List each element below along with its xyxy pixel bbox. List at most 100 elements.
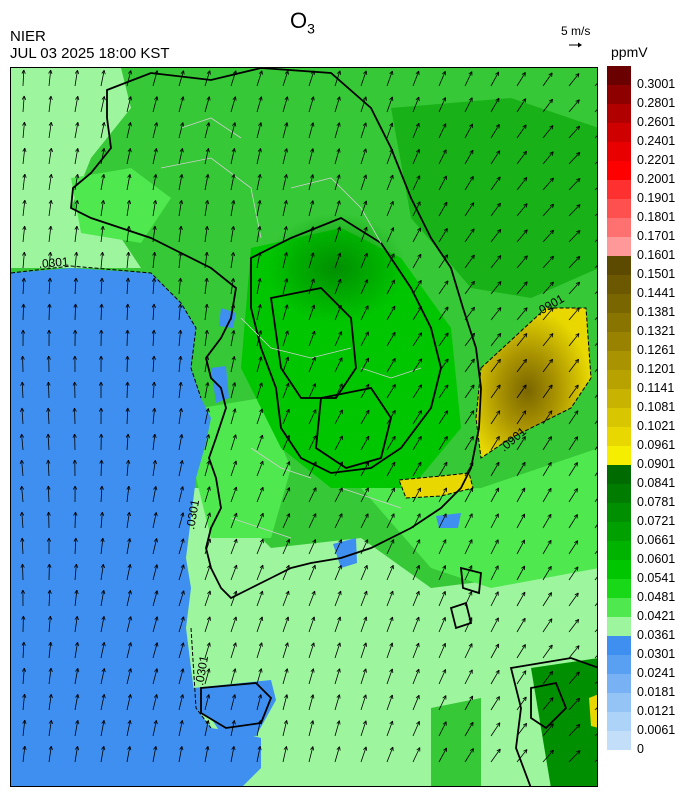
wind-arrowhead — [100, 563, 105, 569]
wind-arrow — [386, 201, 394, 217]
wind-arrowhead — [469, 436, 474, 441]
wind-arrow — [126, 746, 131, 763]
wind-arrowhead — [576, 204, 581, 209]
wind-arrowhead — [443, 175, 447, 180]
wind-arrow — [464, 410, 475, 425]
wind-arrow — [438, 721, 447, 737]
wind-arrowhead — [574, 540, 579, 545]
wind-arrowhead — [310, 70, 315, 75]
wind-arrowhead — [521, 436, 526, 441]
wind-arrowhead — [206, 486, 211, 491]
wind-arrow — [204, 408, 209, 425]
wind-arrow — [256, 122, 262, 139]
wind-arrow — [178, 226, 182, 243]
wind-arrowhead — [496, 384, 501, 389]
wind-arrow — [568, 333, 580, 347]
wind-arrow — [282, 720, 288, 737]
wind-arrowhead — [575, 99, 580, 104]
wind-arrow — [568, 204, 581, 217]
wind-arrowhead — [21, 277, 26, 282]
wind-arrow — [386, 384, 396, 399]
colorbar-swatch — [607, 218, 631, 237]
wind-arrowhead — [522, 696, 527, 701]
wind-arrowhead — [153, 538, 158, 543]
wind-arrow — [256, 382, 263, 399]
wind-arrowhead — [180, 538, 185, 543]
wind-arrow — [542, 98, 553, 113]
wind-arrow — [74, 720, 79, 737]
wind-arrowhead — [72, 407, 77, 412]
wind-arrowhead — [206, 460, 211, 465]
wind-arrow — [516, 487, 526, 503]
wind-arrow — [256, 252, 261, 269]
wind-arrow — [360, 409, 370, 425]
wind-arrowhead — [22, 121, 27, 126]
wind-arrowhead — [284, 668, 289, 673]
wind-arrow — [464, 358, 475, 373]
wind-arrow — [74, 122, 79, 139]
wind-arrowhead — [126, 199, 132, 205]
wind-arrowhead — [151, 277, 157, 282]
wind-arrowhead — [204, 277, 209, 283]
wind-arrowhead — [178, 251, 183, 257]
wind-arrowhead — [257, 746, 262, 751]
wind-arrowhead — [495, 461, 500, 467]
wind-arrowhead — [178, 303, 183, 308]
wind-arrowhead — [101, 720, 106, 725]
wind-arrowhead — [101, 96, 106, 101]
wind-arrow — [178, 746, 183, 763]
wind-arrow — [594, 394, 597, 399]
wind-arrow — [152, 122, 158, 139]
wind-arrow — [568, 750, 581, 763]
wind-arrow — [204, 642, 211, 659]
wind-arrowhead — [415, 96, 420, 102]
wind-arrowhead — [312, 409, 317, 414]
wind-arrowhead — [442, 590, 446, 596]
wind-arrowhead — [495, 696, 500, 701]
wind-arrowhead — [232, 408, 237, 413]
wind-arrow — [100, 96, 105, 113]
wind-arrowhead — [127, 174, 132, 179]
wind-arrowhead — [73, 537, 78, 542]
wind-arrow — [516, 644, 526, 659]
wind-arrowhead — [74, 589, 79, 595]
wind-arrow — [308, 278, 315, 295]
wind-arrowhead — [574, 436, 579, 441]
wind-arrowhead — [152, 459, 157, 465]
wind-arrowhead — [391, 357, 396, 363]
wind-arrowhead — [48, 667, 53, 673]
wind-arrowhead — [442, 70, 446, 76]
wind-arrowhead — [74, 251, 79, 256]
wind-arrow — [152, 434, 156, 451]
wind-arrowhead — [205, 382, 210, 387]
wind-arrowhead — [418, 358, 423, 363]
colorbar-swatch — [607, 142, 631, 161]
wind-arrow — [360, 668, 367, 685]
wind-arrow — [386, 305, 396, 321]
wind-arrowhead — [178, 199, 184, 205]
wind-arrow — [594, 655, 597, 659]
wind-arrowhead — [22, 147, 27, 153]
wind-arrow — [282, 668, 288, 685]
wind-arrow — [334, 122, 340, 139]
wind-arrow — [256, 487, 264, 503]
wind-arrowhead — [21, 667, 27, 672]
wind-arrowhead — [443, 228, 448, 233]
wind-arrowhead — [444, 254, 449, 259]
wind-arrow — [542, 723, 554, 737]
wind-arrow — [360, 720, 367, 737]
wind-arrow — [204, 590, 211, 607]
wind-arrow — [22, 720, 26, 737]
wind-arrow — [568, 645, 580, 659]
wind-arrowhead — [283, 720, 288, 725]
wind-arrow — [360, 539, 369, 555]
wind-arrowhead — [98, 407, 104, 412]
wind-arrow — [48, 277, 51, 295]
wind-arrowhead — [311, 304, 316, 309]
wind-arrowhead — [284, 70, 289, 75]
wind-arrow — [412, 461, 422, 477]
wind-arrow — [308, 330, 316, 347]
wind-arrowhead — [20, 563, 25, 568]
wind-arrow — [568, 540, 579, 555]
wind-arrowhead — [389, 148, 394, 154]
